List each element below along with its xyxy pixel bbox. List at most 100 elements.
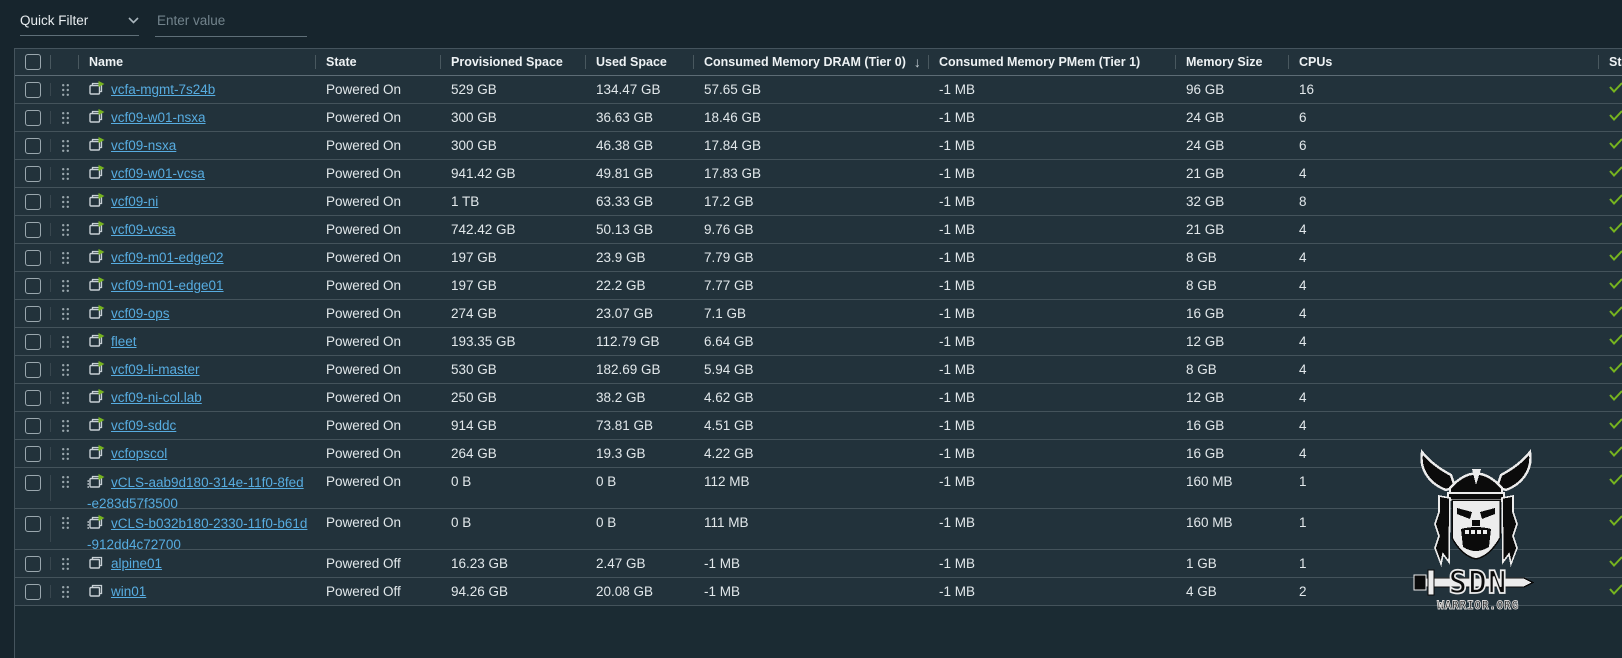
row-checkbox[interactable] [25, 333, 41, 350]
cell-used: 112.79 GB [596, 334, 660, 349]
row-checkbox[interactable] [25, 137, 41, 154]
column-header-cpus[interactable]: CPUs [1289, 49, 1599, 75]
drag-handle-icon[interactable] [61, 419, 70, 433]
cell-used: 63.33 GB [596, 194, 654, 209]
drag-handle-icon[interactable] [61, 585, 70, 599]
cell-provisioned: 1 TB [451, 194, 480, 209]
vm-name-link[interactable]: win01 [111, 584, 147, 599]
vm-name-link[interactable]: vCLS-b032b180-2330-11f0-b61d-912dd4c7270… [87, 516, 308, 549]
drag-handle-icon[interactable] [61, 557, 70, 571]
drag-handle-icon[interactable] [61, 223, 70, 237]
row-checkbox[interactable] [25, 277, 41, 294]
select-all-checkbox[interactable] [25, 54, 41, 70]
cell-provisioned: 16.23 GB [451, 556, 509, 571]
drag-handle-icon[interactable] [61, 307, 70, 321]
vm-name-link[interactable]: vcf09-vcsa [111, 222, 176, 237]
cell-memory-size: 12 GB [1186, 334, 1225, 349]
cell-provisioned: 300 GB [451, 110, 497, 125]
drag-handle-icon[interactable] [61, 516, 70, 530]
power-on-badge [98, 389, 105, 395]
row-checkbox[interactable] [25, 555, 41, 572]
cell-cpus: 6 [1299, 110, 1307, 125]
column-header-memory-size[interactable]: Memory Size [1176, 49, 1289, 75]
vm-state: Powered Off [326, 584, 401, 599]
cell-cpus: 4 [1299, 362, 1307, 377]
cell-provisioned: 274 GB [451, 306, 497, 321]
row-checkbox[interactable] [25, 361, 41, 378]
cell-pmem: -1 MB [939, 250, 976, 265]
vm-icon [87, 249, 105, 270]
power-on-badge [98, 137, 105, 143]
vm-name-link[interactable]: vcf09-m01-edge01 [111, 278, 224, 293]
drag-handle-icon[interactable] [61, 195, 70, 209]
cell-provisioned: 530 GB [451, 362, 497, 377]
vm-name-link[interactable]: vcf09-sddc [111, 418, 177, 433]
vm-icon [87, 81, 105, 102]
drag-handle-icon[interactable] [61, 335, 70, 349]
drag-handle-icon[interactable] [61, 167, 70, 181]
cell-pmem: -1 MB [939, 278, 976, 293]
vm-name-link[interactable]: vcf09-nsxa [111, 138, 177, 153]
cell-dram: 112 MB [704, 474, 750, 489]
drag-handle-icon[interactable] [61, 391, 70, 405]
row-checkbox[interactable] [25, 221, 41, 238]
filter-value-input[interactable] [155, 11, 307, 37]
vm-name-link[interactable]: vcfopscol [111, 446, 168, 461]
header-drag-cell [51, 49, 79, 75]
cell-used: 23.07 GB [596, 306, 654, 321]
row-checkbox[interactable] [25, 193, 41, 210]
vm-state: Powered On [326, 418, 402, 433]
vm-name-link[interactable]: vcf09-ni-col.lab [111, 390, 202, 405]
drag-handle-icon[interactable] [61, 139, 70, 153]
column-header-provisioned[interactable]: Provisioned Space [441, 49, 586, 75]
row-checkbox[interactable] [25, 583, 41, 600]
table-row: vcf09-w01-nsxa Powered On 300 GB 36.63 G… [15, 104, 1622, 132]
row-checkbox[interactable] [25, 165, 41, 182]
quick-filter-select[interactable]: Quick Filter [20, 13, 139, 36]
cell-memory-size: 21 GB [1186, 222, 1225, 237]
vm-name-link[interactable]: vcf09-ops [111, 306, 170, 321]
vm-name-link[interactable]: fleet [111, 334, 137, 349]
row-checkbox[interactable] [25, 305, 41, 322]
table-row: vcf09-vcsa Powered On 742.42 GB 50.13 GB… [15, 216, 1622, 244]
cell-provisioned: 197 GB [451, 250, 497, 265]
row-checkbox[interactable] [25, 249, 41, 266]
cell-used: 50.13 GB [596, 222, 654, 237]
row-checkbox[interactable] [25, 389, 41, 406]
row-checkbox[interactable] [25, 475, 41, 491]
drag-handle-icon[interactable] [61, 251, 70, 265]
vm-name-link[interactable]: vcf09-ni [111, 194, 159, 209]
vm-name-link[interactable]: vcf09-w01-nsxa [111, 110, 206, 125]
cell-dram: -1 MB [704, 584, 741, 599]
drag-handle-icon[interactable] [61, 111, 70, 125]
column-header-dram[interactable]: Consumed Memory DRAM (Tier 0) ↓ [694, 49, 929, 75]
row-checkbox[interactable] [25, 109, 41, 126]
column-header-status[interactable]: Status [1599, 49, 1622, 75]
sort-descending-icon[interactable]: ↓ [913, 54, 921, 70]
cell-cpus: 4 [1299, 306, 1307, 321]
row-checkbox[interactable] [25, 445, 41, 462]
column-header-pmem[interactable]: Consumed Memory PMem (Tier 1) [929, 49, 1176, 75]
cell-used: 134.47 GB [596, 82, 661, 97]
vm-name-link[interactable]: vcfa-mgmt-7s24b [111, 82, 216, 97]
row-checkbox[interactable] [25, 516, 41, 532]
column-header-used[interactable]: Used Space [586, 49, 694, 75]
column-header-state[interactable]: State [316, 49, 441, 75]
vm-name-link[interactable]: vcf09-m01-edge02 [111, 250, 224, 265]
row-checkbox[interactable] [25, 81, 41, 98]
drag-handle-icon[interactable] [61, 447, 70, 461]
cell-pmem: -1 MB [939, 138, 976, 153]
drag-handle-icon[interactable] [61, 363, 70, 377]
vm-name-link[interactable]: alpine01 [111, 556, 163, 571]
column-header-name[interactable]: Name [79, 49, 316, 75]
drag-handle-icon[interactable] [61, 475, 70, 489]
cell-used: 73.81 GB [596, 418, 654, 433]
drag-handle-icon[interactable] [61, 83, 70, 97]
status-ok-icon [1609, 362, 1622, 377]
cell-pmem: -1 MB [939, 474, 976, 489]
vm-name-link[interactable]: vcf09-w01-vcsa [111, 166, 205, 181]
row-checkbox[interactable] [25, 417, 41, 434]
vm-name-link[interactable]: vcf09-li-master [111, 362, 200, 377]
drag-handle-icon[interactable] [61, 279, 70, 293]
vm-name-link[interactable]: vCLS-aab9d180-314e-11f0-8fed-e283d57f350… [87, 475, 304, 508]
